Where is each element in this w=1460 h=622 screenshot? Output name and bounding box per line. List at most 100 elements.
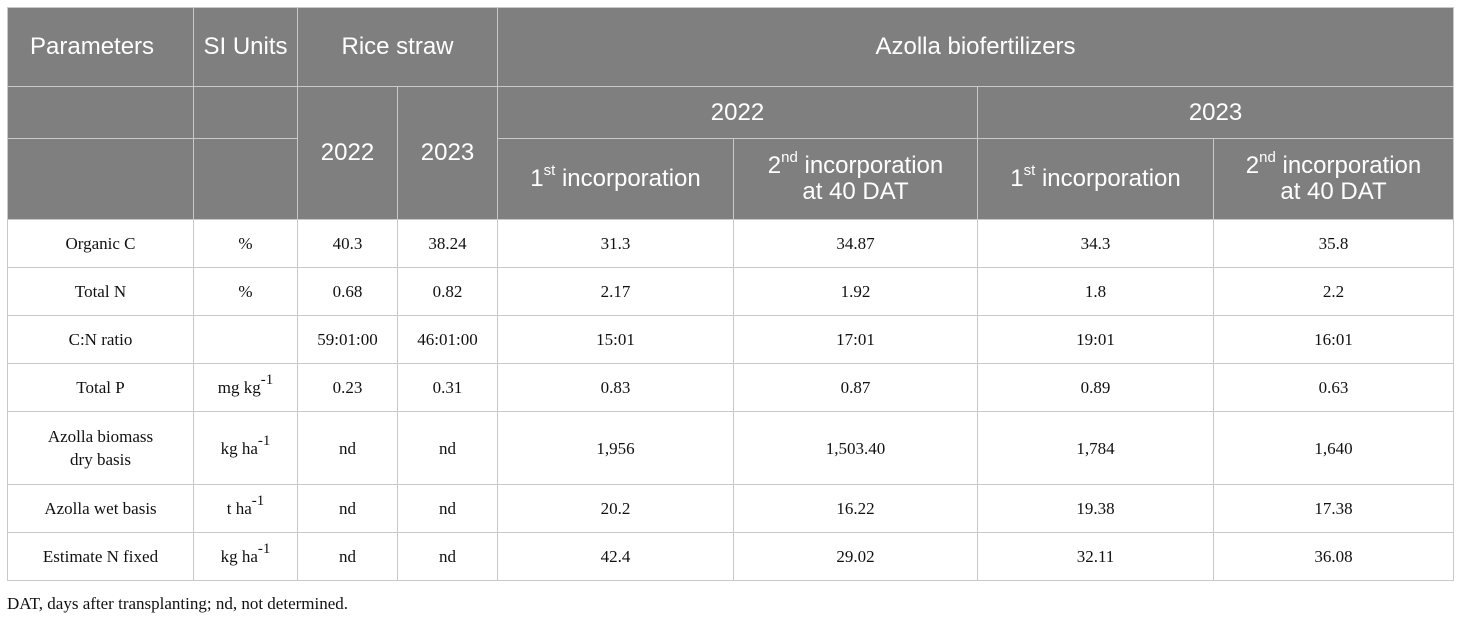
cell-unit: t ha-1 (193, 484, 298, 533)
cell-value: 0.82 (397, 267, 498, 316)
table-container: Parameters SI Units Rice straw Azolla bi… (7, 7, 1455, 581)
table-row: Azolla biomass dry basis kg ha-1 nd nd 1,956 1… (7, 411, 1455, 485)
cell-value: 34.87 (733, 219, 978, 268)
timing-label: at 40 DAT (1280, 178, 1387, 205)
cell-value: 34.3 (977, 219, 1214, 268)
parameter-text: Total N (74, 282, 127, 301)
table-row: Total N% 0.68 0.82 2.17 1.92 1.8 2.2 (7, 267, 1455, 316)
unit-text: % (238, 234, 253, 253)
cell-value: 46:01:00 (397, 315, 498, 364)
header-azolla: Azolla biofertilizers (496, 7, 1455, 87)
table-row: Estimate N fixed kg ha-1 nd nd 42.4 29.02 32.1… (7, 532, 1455, 581)
cell-value: 1.92 (733, 267, 978, 316)
cell-value: 36.08 (1212, 532, 1455, 581)
cell-value: nd (297, 484, 398, 533)
ordinal: 1 (1010, 165, 1024, 192)
header-rice-straw: Rice straw (297, 7, 498, 87)
ordinal: 2 (767, 152, 782, 179)
table-row: Azolla wet basis t ha-1 nd nd 20.2 16.22 19.38… (7, 484, 1455, 533)
cell-value: 0.87 (733, 363, 978, 412)
cell-value: 19.38 (977, 484, 1214, 533)
cell-value: nd (397, 411, 498, 485)
ordinal-suffix: st (1023, 162, 1036, 179)
table-header: Parameters SI Units Rice straw Azolla bi… (7, 7, 1455, 220)
incorporation-label: incorporation (555, 165, 701, 192)
cell-value: 1,956 (497, 411, 734, 485)
cell-value: 17:01 (733, 315, 978, 364)
parameter-text: C:N ratio (68, 330, 133, 349)
data-table: Parameters SI Units Rice straw Azolla bi… (7, 7, 1455, 581)
incorporation-label: incorporation (1035, 165, 1181, 192)
header-empty (193, 138, 298, 220)
unit-exponent: -1 (260, 372, 274, 389)
cell-value: 0.83 (497, 363, 734, 412)
unit-exponent: -1 (257, 541, 271, 558)
cell-value: 1,503.40 (733, 411, 978, 485)
ordinal-suffix: nd (781, 149, 798, 166)
header-rice-2023: 2023 (397, 86, 498, 220)
cell-value: 0.31 (397, 363, 498, 412)
cell-parameter: Estimate N fixed (7, 532, 194, 581)
cell-unit (193, 315, 298, 364)
unit-text: kg ha (220, 547, 258, 566)
cell-unit: % (193, 219, 298, 268)
cell-parameter: Organic C (7, 219, 194, 268)
cell-value: 0.63 (1212, 363, 1455, 412)
cell-value: 17.38 (1212, 484, 1455, 533)
ordinal: 1 (530, 165, 544, 192)
parameter-text: Total P (76, 378, 125, 397)
ordinal-suffix: nd (1259, 149, 1276, 166)
header-si-units: SI Units (193, 7, 298, 87)
cell-value: 42.4 (497, 532, 734, 581)
cell-value: 31.3 (497, 219, 734, 268)
cell-parameter: Azolla wet basis (7, 484, 194, 533)
table-body: Organic C% 40.3 38.24 31.3 34.87 34.3 35.8 Tota… (7, 219, 1455, 581)
table-footnote: DAT, days after transplanting; nd, not d… (7, 594, 349, 613)
header-rice-2022: 2022 (297, 86, 398, 220)
cell-parameter: Azolla biomass dry basis (7, 411, 194, 485)
header-2022-first-incorporation: 1st incorporation (497, 138, 734, 220)
unit-exponent: -1 (251, 493, 265, 510)
cell-value: 0.23 (297, 363, 398, 412)
ordinal: 2 (1245, 152, 1260, 179)
header-empty (193, 86, 298, 139)
header-azolla-2023: 2023 (976, 86, 1455, 139)
cell-value: 16:01 (1212, 315, 1455, 364)
parameter-text: dry basis (70, 450, 131, 469)
header-empty (7, 138, 194, 220)
cell-unit: kg ha-1 (193, 532, 298, 581)
cell-parameter: Total N (7, 267, 194, 316)
cell-value: 32.11 (977, 532, 1214, 581)
cell-value: 15:01 (497, 315, 734, 364)
ordinal-suffix: st (543, 162, 556, 179)
cell-value: nd (397, 484, 498, 533)
incorporation-label: incorporation (797, 152, 944, 179)
header-azolla-2022: 2022 (497, 86, 978, 139)
parameter-text: Organic C (65, 234, 136, 253)
table-row: C:N ratio 59:01:00 46:01:00 15:01 17:01 19:01… (7, 315, 1455, 364)
cell-value: 38.24 (397, 219, 498, 268)
header-2022-second-incorporation: 2nd incorporation at 40 DAT (733, 138, 978, 220)
cell-value: nd (397, 532, 498, 581)
parameter-text: Estimate N fixed (42, 547, 159, 566)
table-row: Organic C% 40.3 38.24 31.3 34.87 34.3 35.8 (7, 219, 1455, 268)
cell-unit: mg kg-1 (193, 363, 298, 412)
cell-value: 2.2 (1212, 267, 1455, 316)
parameter-text: Azolla biomass (47, 427, 154, 446)
cell-value: 2.17 (497, 267, 734, 316)
header-2023-first-incorporation: 1st incorporation (977, 138, 1214, 220)
cell-parameter: C:N ratio (7, 315, 194, 364)
cell-value: 0.89 (977, 363, 1214, 412)
cell-unit: kg ha-1 (193, 411, 298, 485)
cell-value: nd (297, 532, 398, 581)
cell-value: 19:01 (977, 315, 1214, 364)
header-empty (7, 86, 194, 139)
header-parameters: Parameters (7, 7, 194, 87)
cell-value: 59:01:00 (297, 315, 398, 364)
cell-value: 1,640 (1212, 411, 1455, 485)
parameter-text: Azolla wet basis (44, 499, 157, 518)
unit-text: mg kg (217, 378, 261, 397)
cell-value: 1.8 (977, 267, 1214, 316)
cell-value: 29.02 (733, 532, 978, 581)
